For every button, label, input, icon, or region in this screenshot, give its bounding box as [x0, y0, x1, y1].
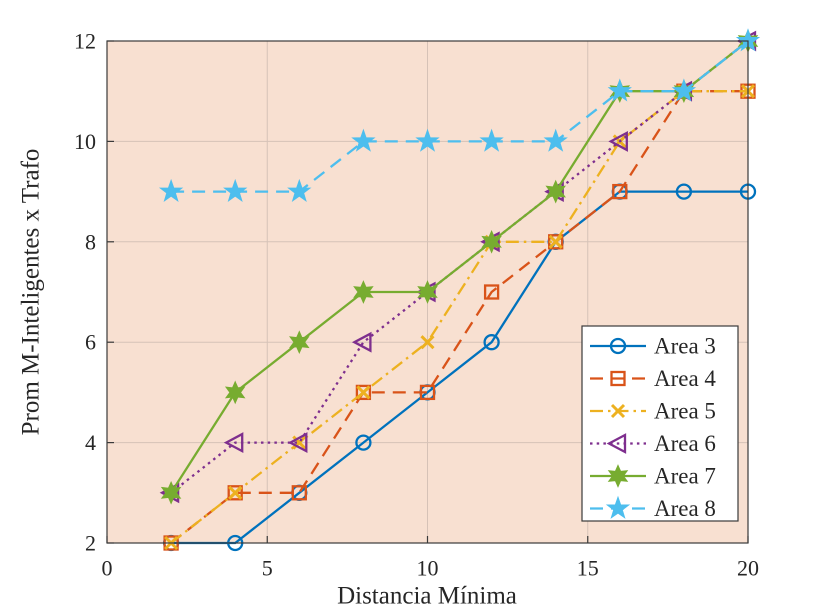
- triangle-left-marker: [351, 331, 372, 353]
- triangle-left-marker: [287, 432, 308, 454]
- legend-item-area-8: Area 8: [590, 495, 716, 521]
- legend-label: Area 6: [654, 431, 716, 456]
- legend-label: Area 7: [654, 464, 716, 489]
- series-line: [171, 190, 748, 545]
- triangle-left-marker: [608, 130, 628, 152]
- legend-item-area-3: Area 3: [590, 334, 716, 359]
- series-line: [171, 40, 749, 193]
- legend-label: Area 8: [654, 496, 716, 521]
- pentagram-marker: [287, 178, 312, 202]
- pentagram-marker: [415, 128, 440, 152]
- pentagram-marker: [223, 178, 248, 202]
- x-tick-label: 20: [737, 556, 759, 581]
- x-marker: [420, 335, 435, 350]
- x-marker: [610, 403, 626, 419]
- hexagram-marker: [224, 380, 246, 405]
- pentagram-marker: [351, 128, 376, 152]
- y-tick-label: 8: [85, 229, 96, 254]
- pentagram-marker: [605, 495, 631, 519]
- pentagram-marker: [479, 128, 504, 152]
- legend-item-area-6: Area 6: [590, 431, 716, 456]
- y-axis-label: Prom M-Inteligentes x Trafo: [18, 149, 45, 436]
- hexagram-marker: [607, 464, 629, 488]
- x-marker: [228, 485, 243, 500]
- legend-label: Area 4: [654, 366, 716, 391]
- legend-item-area-5: Area 5: [590, 399, 716, 424]
- square-marker: [291, 485, 307, 501]
- circle-marker: [609, 337, 627, 355]
- hexagram-marker: [160, 480, 182, 505]
- pentagram-marker: [158, 178, 184, 202]
- legend: Area 3 Area 4 Area 5 Area 6 Area 7 Area 8: [581, 325, 739, 522]
- square-marker: [610, 370, 626, 387]
- y-tick-label: 12: [74, 29, 96, 54]
- legend-label: Area 3: [654, 334, 716, 359]
- square-marker: [548, 234, 564, 250]
- legend-item-area-4: Area 4: [590, 366, 716, 391]
- x-tick-label: 5: [262, 556, 273, 581]
- pentagram-marker: [607, 78, 632, 102]
- hexagram-marker: [545, 179, 566, 204]
- x-axis-label: Distancia Mínima: [337, 583, 517, 610]
- circle-marker: [483, 334, 500, 351]
- circle-marker: [675, 183, 693, 200]
- y-tick-label: 10: [74, 129, 96, 154]
- y-tick-label: 6: [85, 330, 96, 355]
- legend-box: [581, 325, 739, 522]
- square-marker: [483, 284, 500, 300]
- x-tick-label: 0: [102, 556, 113, 581]
- pentagram-marker: [543, 128, 568, 152]
- triangle-left-marker: [223, 432, 244, 454]
- series-line: [170, 40, 749, 494]
- circle-marker: [355, 434, 372, 451]
- triangle-left-marker: [606, 433, 627, 454]
- legend-item-area-7: Area 7: [590, 464, 716, 489]
- pentagram-marker: [671, 78, 697, 102]
- square-marker: [355, 384, 372, 401]
- hexagram-marker: [417, 280, 438, 304]
- y-tick-label: 2: [85, 531, 96, 556]
- x-tick-label: 15: [577, 556, 599, 581]
- hexagram-marker: [353, 280, 374, 304]
- series-area-8: [158, 28, 761, 202]
- square-marker: [419, 384, 436, 401]
- hexagram-marker: [289, 330, 310, 355]
- series-line: [170, 90, 748, 544]
- chart-root: 0 5 10 15 20 2 4 6 8 10 12 Area 3 Area 4 Area 5 Area 6…: [74, 28, 761, 581]
- square-marker: [227, 485, 243, 501]
- legend-label: Area 5: [654, 399, 716, 424]
- hexagram-marker: [481, 229, 502, 254]
- x-marker: [292, 435, 307, 450]
- x-tick-label: 10: [417, 556, 439, 581]
- x-marker: [356, 385, 371, 400]
- y-tick-label: 4: [85, 430, 96, 455]
- x-marker: [548, 234, 563, 249]
- square-marker: [612, 183, 628, 200]
